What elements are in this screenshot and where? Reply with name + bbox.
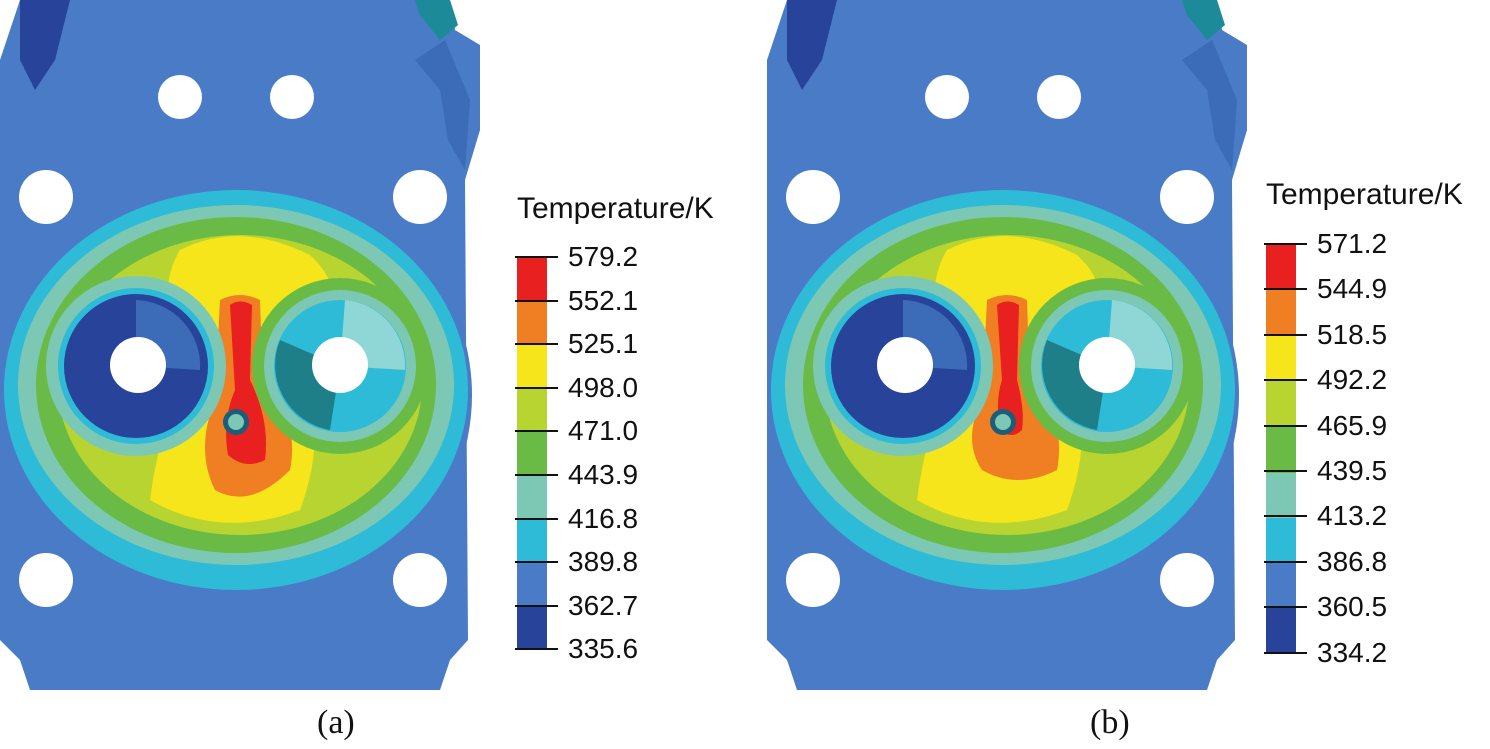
legend-tick bbox=[1264, 651, 1307, 654]
legend-swatch bbox=[517, 563, 547, 606]
legend-swatch bbox=[517, 606, 547, 649]
legend-swatch bbox=[1266, 563, 1296, 608]
legend-swatch bbox=[1266, 243, 1296, 289]
legend-tick bbox=[515, 386, 558, 389]
legend-title: Temperature/K bbox=[1266, 178, 1463, 211]
legend-tick-label: 579.2 bbox=[568, 241, 639, 272]
legend-tick-label: 413.2 bbox=[1317, 500, 1388, 532]
legend-tick bbox=[1264, 515, 1307, 518]
legend-swatch bbox=[1266, 335, 1296, 381]
legend-swatch bbox=[517, 300, 547, 344]
legend-tick-label: 335.6 bbox=[568, 633, 639, 665]
legend-tick-label: 334.2 bbox=[1317, 636, 1388, 668]
color-legend-bar bbox=[517, 256, 547, 649]
legend-tick-label: 544.9 bbox=[1317, 273, 1388, 305]
legend-tick bbox=[1264, 470, 1307, 472]
legend-swatch bbox=[1266, 289, 1296, 335]
legend-swatch bbox=[517, 520, 547, 563]
legend-swatch bbox=[517, 388, 547, 432]
legend-tick-label: 525.1 bbox=[568, 328, 639, 360]
temperature-contour-plot-b bbox=[767, 0, 1247, 690]
legend-swatch bbox=[517, 476, 547, 520]
legend-tick bbox=[515, 648, 558, 651]
legend-swatch bbox=[1266, 518, 1296, 563]
legend-tick bbox=[515, 517, 558, 520]
legend-tick-label: 571.2 bbox=[1317, 228, 1388, 259]
legend-tick bbox=[515, 256, 558, 258]
legend-tick-label: 443.9 bbox=[568, 459, 639, 490]
legend-tick bbox=[1264, 560, 1307, 563]
bolt-holes bbox=[19, 75, 447, 607]
legend-title: Temperature/K bbox=[517, 192, 714, 225]
legend-tick-label: 518.5 bbox=[1317, 318, 1388, 350]
legend-swatch bbox=[1266, 608, 1296, 653]
panel-caption: (a) bbox=[317, 704, 355, 741]
legend-tick bbox=[1264, 424, 1307, 427]
legend-tick bbox=[1264, 379, 1307, 382]
injector-hole bbox=[223, 409, 249, 435]
panel-b: Temperature/K 571.2 544.9 518.5 492.2 465.9 4… bbox=[745, 0, 1490, 749]
legend-tick-label: 389.8 bbox=[568, 546, 639, 578]
legend-tick bbox=[1264, 288, 1307, 291]
legend-tick-label: 492.2 bbox=[1317, 364, 1388, 396]
legend-swatch bbox=[1266, 381, 1296, 427]
legend-tick-label: 471.0 bbox=[568, 415, 639, 447]
legend-tick-label: 362.7 bbox=[568, 589, 639, 621]
legend-tick bbox=[515, 474, 558, 476]
temperature-contour-plot-a bbox=[0, 0, 480, 690]
legend-tick bbox=[515, 299, 558, 302]
legend-tick-label: 360.5 bbox=[1317, 591, 1388, 623]
legend-tick-label: 465.9 bbox=[1317, 409, 1388, 441]
legend-tick bbox=[1264, 333, 1307, 336]
legend-swatch bbox=[517, 256, 547, 300]
legend-tick bbox=[1264, 243, 1307, 245]
color-legend-bar bbox=[1266, 243, 1296, 653]
legend-swatch bbox=[1266, 473, 1296, 518]
legend-tick bbox=[1264, 606, 1307, 609]
panel-caption: (b) bbox=[1090, 704, 1130, 741]
legend-tick-label: 439.5 bbox=[1317, 455, 1388, 486]
legend-tick-label: 416.8 bbox=[568, 502, 639, 534]
legend-tick bbox=[515, 604, 558, 607]
legend-tick bbox=[515, 430, 558, 433]
legend-swatch bbox=[1266, 427, 1296, 473]
legend-swatch bbox=[517, 344, 547, 388]
legend-tick bbox=[515, 561, 558, 564]
legend-swatch bbox=[517, 432, 547, 476]
legend-tick-label: 498.0 bbox=[568, 371, 639, 403]
panel-a: Temperature/K 579.2 552.1 525.1 498.0 471.0 4… bbox=[0, 0, 714, 741]
legend-tick-label: 386.8 bbox=[1317, 545, 1388, 577]
legend-tick bbox=[515, 343, 558, 346]
legend-tick-label: 552.1 bbox=[568, 284, 639, 316]
injector-hole bbox=[990, 409, 1016, 435]
bolt-holes bbox=[786, 75, 1214, 607]
